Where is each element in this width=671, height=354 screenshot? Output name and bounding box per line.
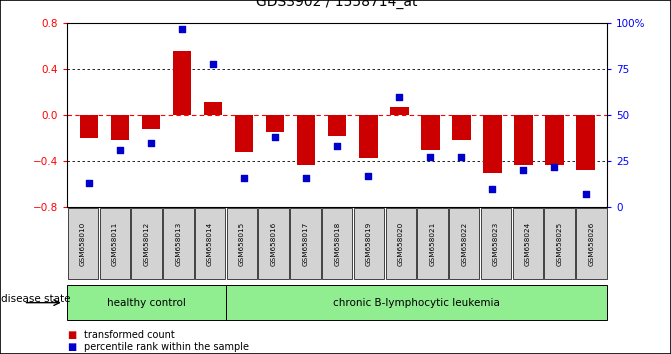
- Point: [549, 164, 560, 170]
- Point: [270, 134, 280, 140]
- Point: [363, 173, 374, 179]
- Point: [425, 155, 435, 160]
- Text: GSM658015: GSM658015: [239, 221, 245, 266]
- Point: [332, 143, 343, 149]
- Bar: [328, 115, 346, 136]
- Bar: [390, 107, 409, 115]
- Text: GSM658020: GSM658020: [398, 221, 404, 266]
- Bar: [204, 102, 222, 115]
- Text: disease state: disease state: [1, 294, 70, 304]
- Text: GSM658014: GSM658014: [207, 221, 213, 266]
- Text: GSM658011: GSM658011: [112, 221, 118, 266]
- Bar: [452, 115, 470, 141]
- Text: GSM658017: GSM658017: [303, 221, 309, 266]
- Text: percentile rank within the sample: percentile rank within the sample: [84, 342, 249, 352]
- Bar: [514, 115, 533, 165]
- Point: [176, 26, 187, 32]
- Text: GSM658012: GSM658012: [144, 221, 150, 266]
- Bar: [421, 115, 440, 149]
- Text: chronic B-lymphocytic leukemia: chronic B-lymphocytic leukemia: [333, 298, 500, 308]
- Bar: [142, 115, 160, 129]
- Bar: [235, 115, 254, 152]
- Text: GSM658010: GSM658010: [80, 221, 86, 266]
- Point: [83, 180, 94, 186]
- Text: healthy control: healthy control: [107, 298, 186, 308]
- Point: [456, 155, 467, 160]
- Point: [487, 186, 498, 192]
- Text: GSM658023: GSM658023: [493, 221, 499, 266]
- Text: GSM658026: GSM658026: [588, 221, 595, 266]
- Point: [115, 147, 125, 153]
- Point: [207, 61, 218, 66]
- Bar: [545, 115, 564, 165]
- Bar: [483, 115, 502, 173]
- Bar: [80, 115, 98, 138]
- Text: GDS3902 / 1558714_at: GDS3902 / 1558714_at: [256, 0, 418, 9]
- Point: [518, 167, 529, 173]
- Text: ■: ■: [67, 330, 76, 339]
- Point: [301, 175, 311, 181]
- Text: GSM658016: GSM658016: [270, 221, 276, 266]
- Text: GSM658022: GSM658022: [461, 221, 467, 266]
- Text: transformed count: transformed count: [84, 330, 174, 339]
- Text: GSM658019: GSM658019: [366, 221, 372, 266]
- Bar: [266, 115, 285, 132]
- Point: [580, 192, 591, 197]
- Bar: [359, 115, 378, 158]
- Text: GSM658021: GSM658021: [429, 221, 435, 266]
- Bar: [111, 115, 130, 141]
- Text: ■: ■: [67, 342, 76, 352]
- Point: [394, 94, 405, 99]
- Bar: [297, 115, 315, 165]
- Text: GSM658018: GSM658018: [334, 221, 340, 266]
- Text: GSM658013: GSM658013: [175, 221, 181, 266]
- Text: GSM658025: GSM658025: [556, 221, 562, 266]
- Point: [239, 175, 250, 181]
- Point: [146, 140, 156, 145]
- Text: GSM658024: GSM658024: [525, 221, 531, 266]
- Bar: [172, 51, 191, 115]
- Bar: [576, 115, 595, 170]
